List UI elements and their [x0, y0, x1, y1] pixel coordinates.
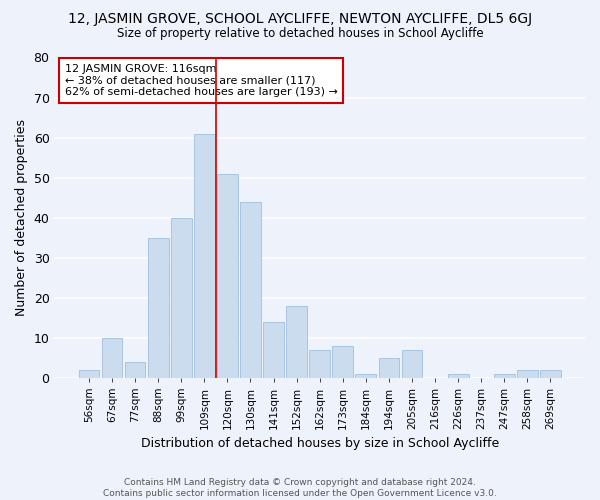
Bar	[355, 374, 376, 378]
Bar	[125, 362, 145, 378]
Text: 12, JASMIN GROVE, SCHOOL AYCLIFFE, NEWTON AYCLIFFE, DL5 6GJ: 12, JASMIN GROVE, SCHOOL AYCLIFFE, NEWTO…	[68, 12, 532, 26]
Bar	[286, 306, 307, 378]
Bar	[332, 346, 353, 378]
X-axis label: Distribution of detached houses by size in School Aycliffe: Distribution of detached houses by size …	[140, 437, 499, 450]
Bar	[148, 238, 169, 378]
Bar	[101, 338, 122, 378]
Y-axis label: Number of detached properties: Number of detached properties	[15, 119, 28, 316]
Bar	[540, 370, 561, 378]
Bar	[263, 322, 284, 378]
Bar	[448, 374, 469, 378]
Bar	[240, 202, 261, 378]
Text: 12 JASMIN GROVE: 116sqm
← 38% of detached houses are smaller (117)
62% of semi-d: 12 JASMIN GROVE: 116sqm ← 38% of detache…	[65, 64, 338, 97]
Bar	[494, 374, 515, 378]
Text: Contains HM Land Registry data © Crown copyright and database right 2024.
Contai: Contains HM Land Registry data © Crown c…	[103, 478, 497, 498]
Bar	[379, 358, 400, 378]
Bar	[401, 350, 422, 378]
Bar	[310, 350, 330, 378]
Bar	[217, 174, 238, 378]
Bar	[79, 370, 100, 378]
Bar	[171, 218, 191, 378]
Text: Size of property relative to detached houses in School Aycliffe: Size of property relative to detached ho…	[116, 28, 484, 40]
Bar	[194, 134, 215, 378]
Bar	[517, 370, 538, 378]
